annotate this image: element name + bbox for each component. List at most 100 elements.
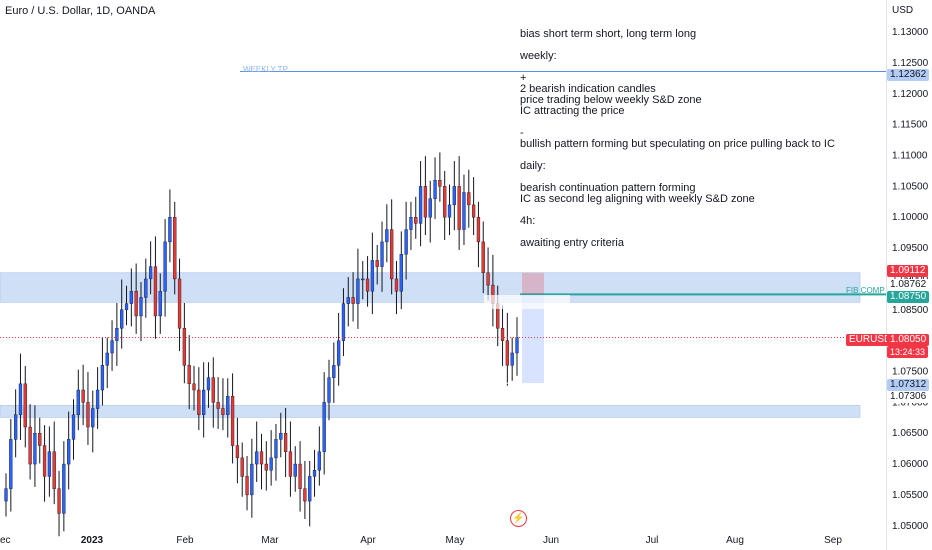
candle-body [177, 278, 182, 329]
symbol-title[interactable]: Euro / U.S. Dollar, 1D, OANDA [5, 5, 156, 17]
candle-body [42, 445, 47, 477]
x-axis-tick-label: Sep [824, 535, 842, 546]
candle-body [308, 476, 312, 502]
candle-body [279, 433, 283, 440]
y-axis-tick-label: 1.13000 [892, 27, 929, 38]
candle-body [269, 457, 273, 471]
candle-body [62, 463, 66, 514]
candle-body [182, 328, 187, 366]
bar-countdown-tag: 13:24:33 [887, 346, 929, 358]
symbol-name-tag: EURUSD [846, 334, 895, 346]
daily-tp-label: DAILY TP [849, 374, 884, 383]
candle-body [95, 389, 100, 409]
y-axis-tick-label: 1.05500 [892, 490, 929, 501]
candle-body [197, 389, 201, 415]
candle-body [47, 451, 52, 477]
y-axis-tick-label: 1.08500 [892, 305, 929, 316]
candle-body [52, 451, 56, 489]
note-line [520, 205, 835, 216]
candle-body [71, 414, 76, 440]
fib-comp-label: FIB COMP [846, 286, 885, 295]
note-line: bias short term short, long term long [520, 28, 697, 40]
candle-body [33, 433, 37, 465]
candle-body [351, 297, 355, 304]
candle-body [144, 278, 148, 298]
note-line: awaiting entry criteria [520, 237, 624, 249]
x-axis-tick-label: Jul [646, 535, 659, 546]
y-axis-tick-label: 1.12000 [892, 89, 929, 100]
candle-body [361, 278, 365, 281]
candle-body [293, 463, 297, 477]
x-axis-tick-label: Jun [543, 535, 559, 546]
position-risk-box [522, 272, 544, 295]
candle-body [443, 186, 447, 218]
note-line [520, 40, 835, 51]
y-axis-tick-label: 1.06000 [892, 459, 929, 470]
supply-demand-zone [0, 272, 861, 303]
candle-body [115, 328, 119, 341]
candle-body [255, 451, 259, 465]
candle-body [332, 365, 336, 378]
candle-body [385, 229, 389, 243]
y-axis-tick-label: 1.07500 [892, 366, 929, 377]
candle-body [153, 266, 158, 317]
candle-body [283, 433, 288, 452]
candle-body [168, 217, 172, 243]
candle-body [28, 426, 32, 465]
candle-body [57, 488, 61, 514]
candle-body [505, 340, 510, 366]
candle-body [452, 186, 456, 206]
candle-body [457, 186, 461, 230]
candle-body [226, 395, 230, 415]
x-axis-tick-label: 2023 [81, 535, 104, 546]
candle-body [390, 229, 394, 280]
y-axis-tick-label: 1.05000 [892, 521, 929, 532]
candle-body [4, 488, 8, 502]
supply-demand-zone [0, 405, 861, 418]
candle-body [230, 395, 235, 446]
candle-body [264, 463, 268, 471]
candle-body [67, 439, 71, 465]
candle-body [206, 377, 211, 391]
candle-body [481, 241, 485, 273]
candle-body [110, 340, 114, 354]
candle-body [336, 340, 341, 366]
candle-body [288, 451, 293, 477]
candle-body [370, 260, 375, 292]
weekly-tp-label: WEEKLY TP [243, 65, 288, 74]
candle-body [148, 266, 153, 280]
lightning-icon[interactable]: ⚡ [510, 510, 527, 527]
candle-body [486, 272, 490, 286]
candle-body [365, 278, 370, 292]
candle-body [259, 451, 264, 465]
note-line: bullish pattern forming but speculating … [520, 138, 835, 150]
weekly-tp-price-tag: 1.12362 [887, 69, 930, 81]
candle-body [346, 297, 350, 304]
candle-body [76, 389, 80, 415]
candle-body [375, 260, 379, 267]
candle-body [139, 297, 143, 317]
candle-body [158, 291, 162, 317]
candle-body [105, 352, 109, 366]
zone-top-price-tag: 1.09112 [887, 265, 929, 277]
candle-body [404, 229, 408, 255]
candle-body [438, 179, 442, 187]
analysis-note: bias short term short, long term long we… [520, 29, 835, 249]
candle-body [245, 476, 249, 496]
candle-body [173, 217, 177, 280]
candle-body [394, 278, 399, 292]
candle-body [303, 488, 307, 502]
x-axis-tick-label: ec [0, 535, 11, 546]
y-axis-tick-label: 1.10500 [892, 181, 929, 192]
candle-body [124, 303, 129, 310]
candle-body [327, 377, 331, 403]
currency-label[interactable]: USD [892, 5, 914, 16]
x-axis-tick-label: May [446, 535, 465, 546]
candle-body [202, 389, 206, 415]
candle-body [211, 377, 215, 403]
note-line: + [520, 72, 527, 84]
candle-body [447, 204, 452, 218]
note-line: 4h: [520, 215, 536, 227]
candle-body [515, 337, 519, 354]
price-axis-divider [886, 0, 887, 550]
